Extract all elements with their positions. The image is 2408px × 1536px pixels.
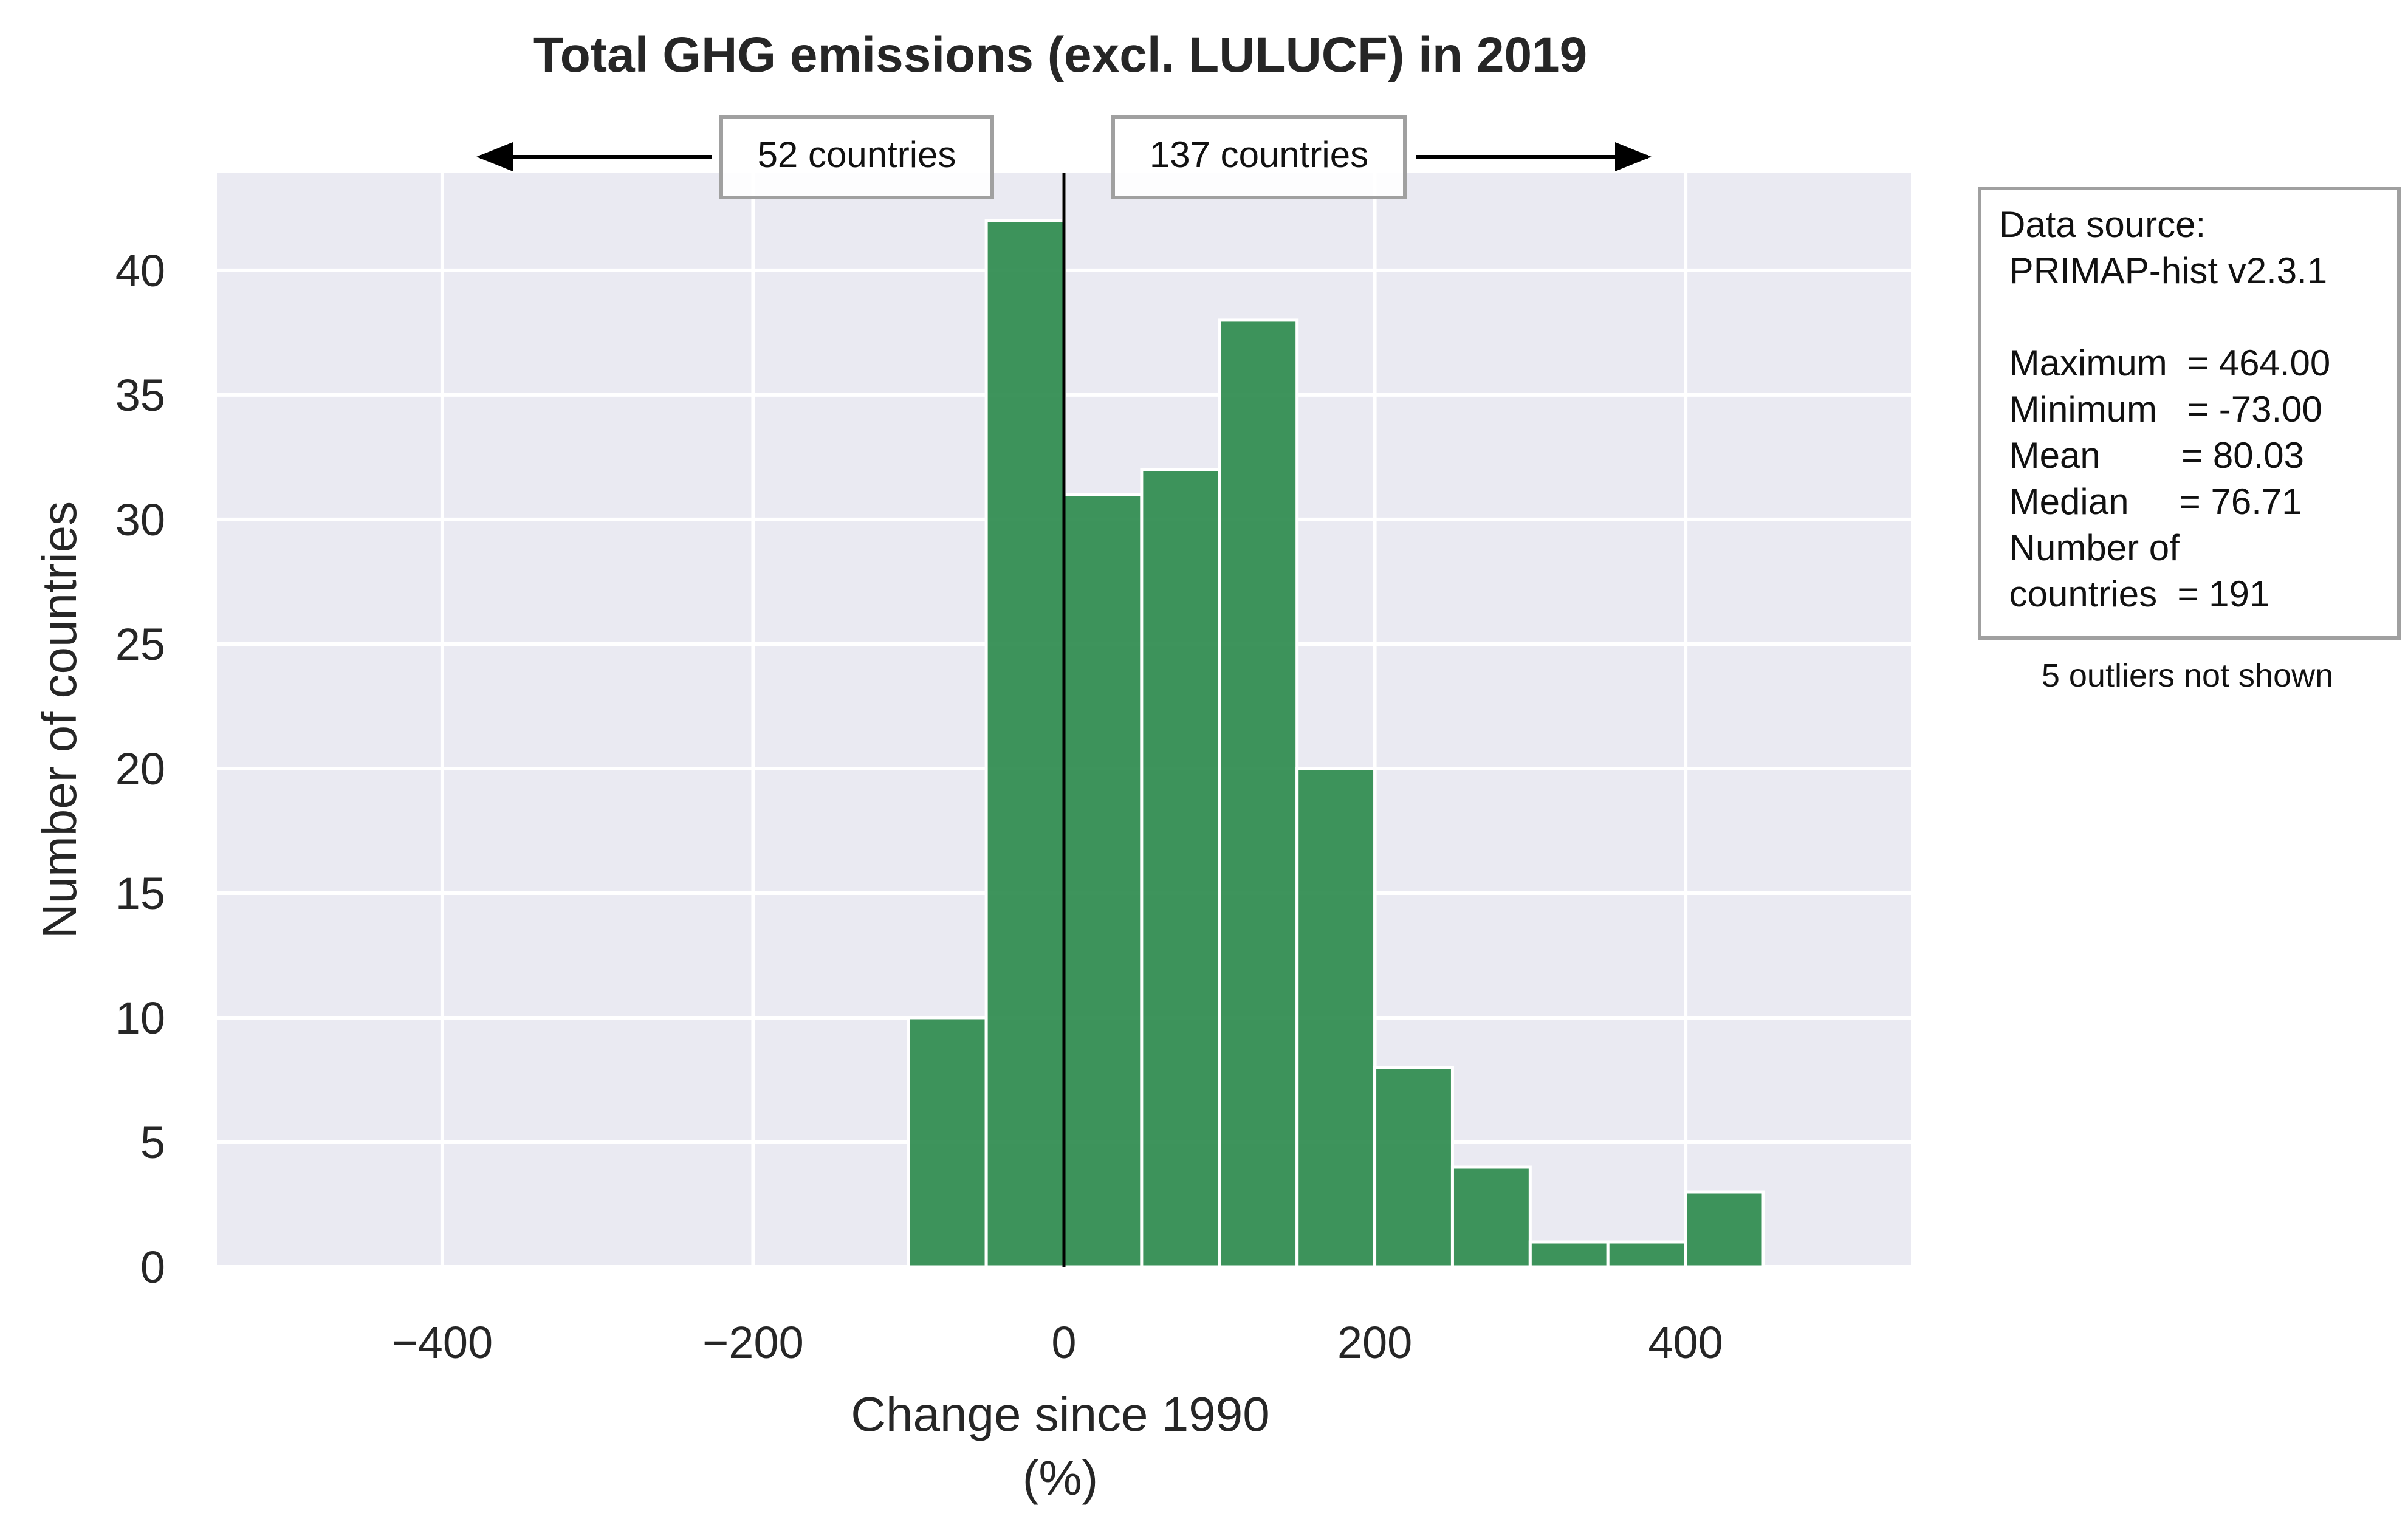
right-count-label: 137 countries bbox=[1150, 134, 1368, 175]
y-tick-label: 40 bbox=[115, 245, 165, 296]
histogram-bar bbox=[1295, 767, 1377, 1269]
histogram-bar bbox=[907, 1016, 988, 1269]
outliers-note: 5 outliers not shown bbox=[2042, 657, 2333, 694]
histogram-bar bbox=[1062, 493, 1144, 1269]
left-count-box bbox=[719, 115, 994, 199]
y-tick-label: 30 bbox=[115, 495, 165, 545]
x-tick-label: 400 bbox=[1648, 1317, 1723, 1368]
histogram-bar bbox=[1450, 1165, 1532, 1269]
right-count-box bbox=[1111, 115, 1407, 199]
y-tick-label: 10 bbox=[115, 993, 165, 1043]
y-axis-label: Number of countries bbox=[32, 501, 86, 939]
y-tick-label: 0 bbox=[140, 1242, 165, 1292]
stats-text: Data source: PRIMAP-hist v2.3.1 Maximum … bbox=[1999, 204, 2330, 614]
histogram-bar bbox=[1218, 318, 1299, 1269]
stats-box bbox=[1978, 187, 2401, 640]
histogram-bar bbox=[1140, 468, 1221, 1269]
stats-line-0: Data source: bbox=[1999, 204, 2206, 245]
stats-line-5: Mean = 80.03 bbox=[1999, 435, 2304, 476]
x-tick-label: 0 bbox=[1051, 1317, 1076, 1368]
x-axis-label-unit: (%) bbox=[1023, 1451, 1098, 1505]
x-tick-label: 200 bbox=[1337, 1317, 1412, 1368]
stats-line-6: Median = 76.71 bbox=[1999, 481, 2302, 522]
stats-line-8: countries = 191 bbox=[1999, 574, 2269, 614]
x-tick-label: −400 bbox=[392, 1317, 493, 1368]
histogram-bar bbox=[1373, 1066, 1454, 1269]
histogram-bar bbox=[1684, 1190, 1765, 1269]
stats-line-1: PRIMAP-hist v2.3.1 bbox=[1999, 250, 2327, 291]
x-tick-labels: −400 −200 0 200 400 bbox=[392, 1317, 1723, 1368]
histogram-bar bbox=[1528, 1240, 1610, 1269]
left-count-label: 52 countries bbox=[758, 134, 956, 175]
y-tick-label: 35 bbox=[115, 370, 165, 420]
chart-title: Total GHG emissions (excl. LULUCF) in 20… bbox=[533, 27, 1588, 83]
histogram-bar bbox=[984, 219, 1066, 1269]
stats-line-4: Minimum = -73.00 bbox=[1999, 389, 2322, 430]
histogram-bar bbox=[1606, 1240, 1687, 1269]
y-tick-labels: 0 5 10 15 20 25 30 35 40 bbox=[115, 245, 165, 1292]
stats-line-3: Maximum = 464.00 bbox=[1999, 343, 2330, 383]
y-tick-label: 15 bbox=[115, 868, 165, 919]
x-tick-label: −200 bbox=[702, 1317, 804, 1368]
y-tick-label: 20 bbox=[115, 744, 165, 794]
y-tick-label: 5 bbox=[140, 1117, 165, 1168]
histogram-bars bbox=[907, 219, 1765, 1269]
x-axis-label: Change since 1990 bbox=[851, 1387, 1269, 1441]
stats-line-7: Number of bbox=[1999, 527, 2180, 568]
y-tick-label: 25 bbox=[115, 619, 165, 670]
